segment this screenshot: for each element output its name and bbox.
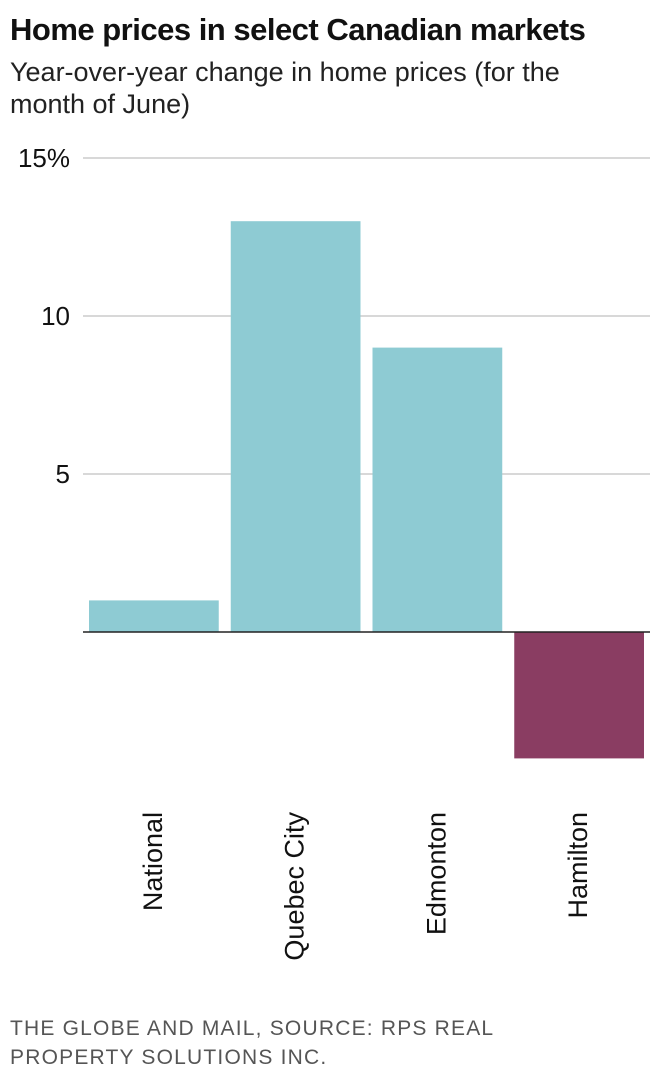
- chart-title: Home prices in select Canadian markets: [10, 12, 586, 47]
- y-tick-label: 15%: [18, 143, 70, 173]
- bar: [372, 347, 503, 632]
- bar: [89, 600, 219, 632]
- bar-chart: 5 10 15% National Quebec City Edmonton Hamilto…: [18, 143, 650, 961]
- source-note: THE GLOBE AND MAIL, SOURCE: RPS REAL PRO…: [10, 1017, 494, 1069]
- y-tick-label: 5: [56, 459, 70, 489]
- chart-subtitle: Year-over-year change in home prices (fo…: [10, 57, 560, 119]
- y-tick-label: 10: [41, 301, 70, 331]
- bar: [230, 221, 361, 632]
- x-tick-label: Quebec City: [280, 812, 310, 961]
- x-tick-label: National: [138, 812, 168, 911]
- bar: [514, 632, 644, 759]
- x-tick-label: Hamilton: [563, 812, 593, 919]
- x-tick-label: Edmonton: [421, 812, 451, 935]
